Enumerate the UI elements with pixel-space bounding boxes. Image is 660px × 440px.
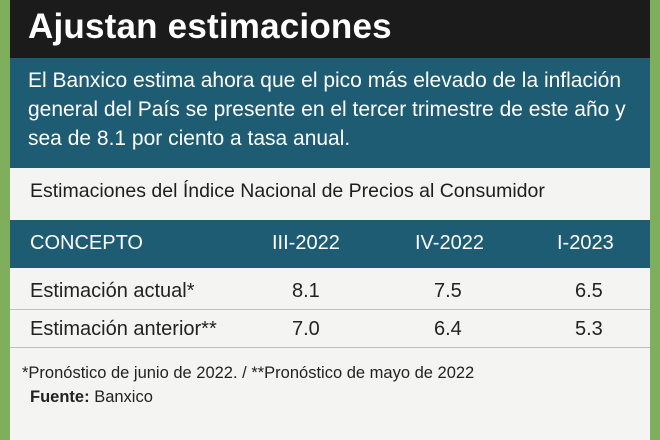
- footnotes: *Pronóstico de junio de 2022. / **Pronós…: [22, 364, 475, 382]
- row-label: Estimación anterior**: [30, 318, 217, 340]
- row-divider: [10, 347, 650, 348]
- cell-value: 5.3: [575, 318, 603, 340]
- intro-text: El Banxico estima ahora que el pico más …: [28, 69, 626, 150]
- cell-value: 6.4: [434, 318, 462, 340]
- cell-value: 6.5: [575, 280, 603, 302]
- table-header-row: CONCEPTO III-2022 IV-2022 I-2023: [10, 220, 650, 268]
- row-divider: [10, 309, 650, 310]
- source-label: Fuente:: [30, 388, 90, 406]
- table-subtitle: Estimaciones del Índice Nacional de Prec…: [30, 180, 545, 202]
- intro-panel: El Banxico estima ahora que el pico más …: [10, 58, 650, 168]
- header-iv-2022: IV-2022: [415, 232, 484, 254]
- source-line: Fuente: Banxico: [30, 388, 153, 407]
- header-concepto: CONCEPTO: [30, 232, 143, 254]
- header-iii-2022: III-2022: [272, 232, 340, 254]
- cell-value: 7.0: [292, 318, 320, 340]
- table-row: Estimación anterior** 7.0 6.4 5.3: [10, 310, 650, 348]
- page-title: Ajustan estimaciones: [28, 7, 392, 46]
- cell-value: 8.1: [292, 280, 320, 302]
- header-bar: Ajustan estimaciones: [10, 0, 650, 58]
- estimates-table: CONCEPTO III-2022 IV-2022 I-2023 Estimac…: [10, 220, 650, 348]
- row-label: Estimación actual*: [30, 280, 195, 302]
- header-i-2023: I-2023: [557, 232, 614, 254]
- source-value: Banxico: [94, 388, 153, 406]
- table-row: Estimación actual* 8.1 7.5 6.5: [10, 272, 650, 310]
- cell-value: 7.5: [434, 280, 462, 302]
